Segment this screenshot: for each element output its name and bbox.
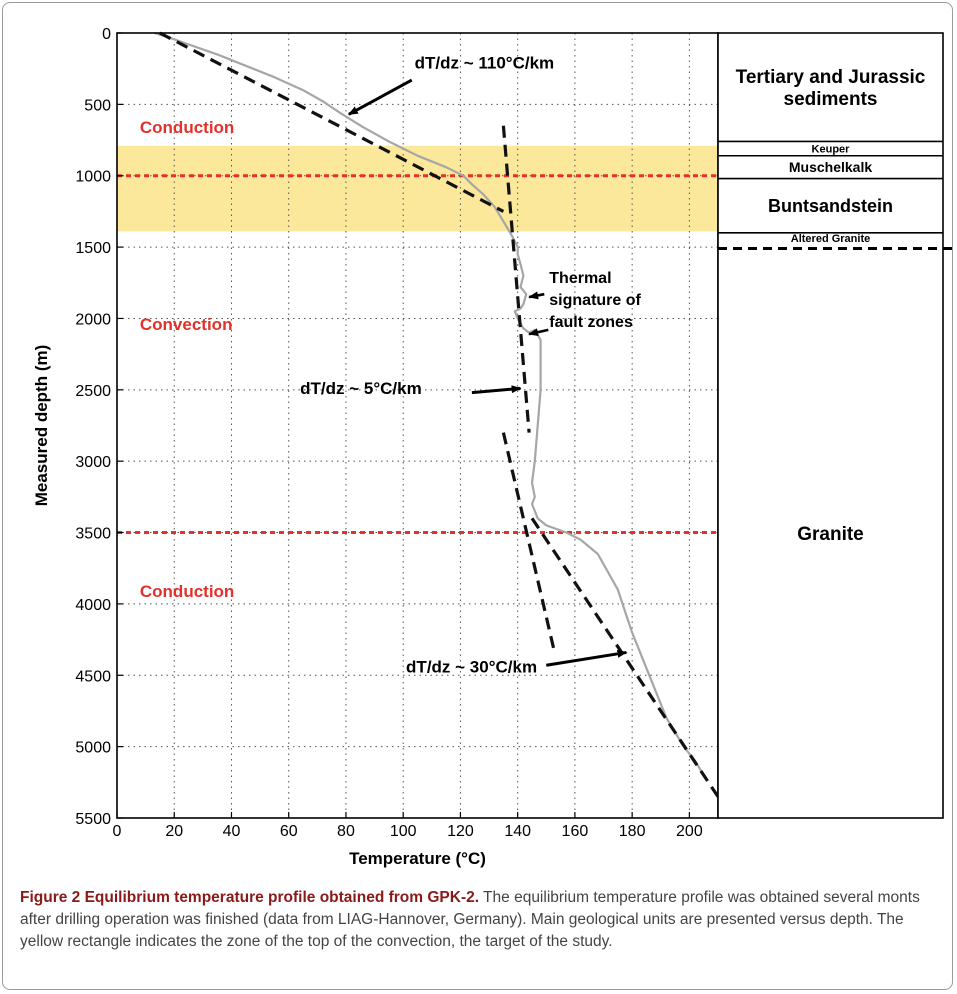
- y-tick-label: 2000: [75, 311, 111, 328]
- geology-unit-label: Keuper: [812, 144, 851, 156]
- fault-zone-arrow: [528, 328, 549, 337]
- reference-lines-layer: [117, 174, 724, 535]
- highlight-band-layer: [117, 145, 718, 232]
- gradient-fit-line: [501, 125, 531, 433]
- x-tick-label: 20: [165, 823, 183, 840]
- y-tick-label: 1000: [75, 169, 111, 186]
- measured-temperature-line: [153, 31, 705, 776]
- annotation-arrow: [546, 649, 628, 667]
- zone-label: Conduction: [140, 582, 234, 601]
- x-tick-label: 180: [619, 823, 646, 840]
- x-tick-label: 160: [562, 823, 589, 840]
- geology-unit-label: Tertiary and Jurassic: [736, 67, 926, 88]
- gradient-annotation: dT/dz ~ 30°C/km: [406, 657, 537, 676]
- y-tick-label: 0: [102, 26, 111, 43]
- geology-unit-label: Granite: [797, 524, 864, 545]
- x-tick-label: 140: [504, 823, 531, 840]
- geology-unit-label: Altered Granite: [791, 233, 870, 245]
- axes-layer: 0 20 40 60 80 100 120 140 160 180 2000500100015002…: [32, 26, 703, 868]
- fault-zone-note-line: signature of: [549, 292, 641, 309]
- fault-zone-arrow: [528, 291, 545, 300]
- y-tick-label: 3000: [75, 454, 111, 471]
- x-tick-label: 200: [676, 823, 703, 840]
- y-tick-label: 5000: [75, 740, 111, 757]
- fault-zone-note-line: Thermal: [549, 270, 611, 287]
- caption-lead: Figure 2 Equilibrium temperature profile…: [20, 889, 480, 906]
- x-tick-label: 120: [447, 823, 474, 840]
- gradient-fit-line: [159, 31, 505, 213]
- annotations-layer: dT/dz ~ 110°C/km dT/dz ~ 5°C/km dT/dz ~ 30…: [300, 54, 641, 677]
- zone-label: Convection: [140, 315, 233, 334]
- series-layer: [153, 31, 720, 798]
- geology-unit-label: sediments: [784, 89, 878, 110]
- geology-column-frame: [717, 32, 944, 819]
- gradient-annotation: dT/dz ~ 5°C/km: [300, 379, 422, 398]
- x-tick-label: 80: [337, 823, 355, 840]
- caption-text: The equilibrium temperature profile was …: [20, 889, 920, 950]
- annotation-arrow: [347, 78, 413, 116]
- geology-unit-label: Buntsandstein: [768, 196, 893, 216]
- geology-unit-label: Muschelkalk: [789, 159, 872, 175]
- zone-labels-layer: Conduction Convection Conduction: [140, 118, 234, 601]
- zone-label: Conduction: [140, 118, 234, 137]
- y-tick-label: 4500: [75, 668, 111, 685]
- y-tick-label: 2500: [75, 383, 111, 400]
- figure-caption: Figure 2 Equilibrium temperature profile…: [20, 887, 945, 953]
- y-tick-label: 3500: [75, 526, 111, 543]
- gradient-annotation: dT/dz ~ 110°C/km: [415, 54, 555, 73]
- y-tick-label: 5500: [75, 811, 111, 828]
- fault-zone-note-line: fault zones: [549, 314, 633, 331]
- temperature-depth-chart: 0 20 40 60 80 100 120 140 160 180 2000500100015002…: [32, 26, 955, 868]
- x-tick-label: 0: [113, 823, 122, 840]
- annotation-arrow: [471, 385, 522, 395]
- y-tick-label: 1500: [75, 240, 111, 257]
- x-tick-label: 100: [390, 823, 417, 840]
- x-tick-label: 60: [280, 823, 298, 840]
- highlight-band: [117, 145, 718, 232]
- y-tick-label: 500: [84, 97, 111, 114]
- y-axis-label: Measured depth (m): [32, 345, 51, 507]
- x-tick-label: 40: [223, 823, 241, 840]
- x-axis-label: Temperature (°C): [349, 849, 486, 868]
- y-tick-label: 4000: [75, 597, 111, 614]
